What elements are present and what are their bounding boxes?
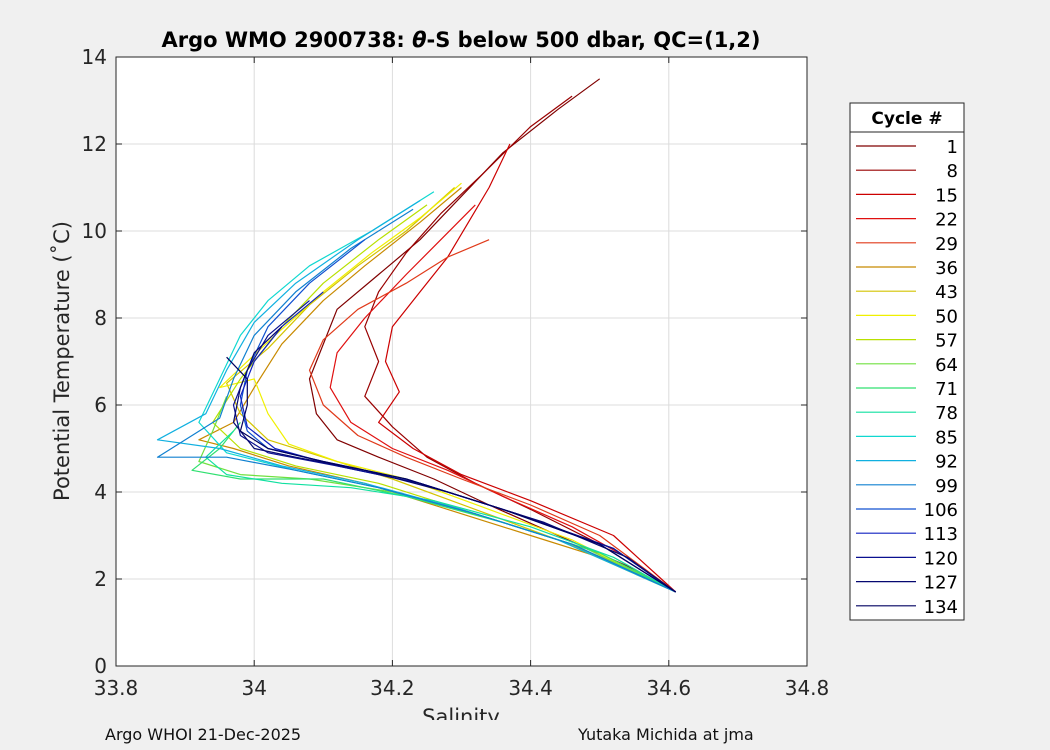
series-line-cycle-29 (308, 239, 677, 593)
legend-label-cycle-71: 71 (935, 379, 958, 400)
title-prefix: Argo WMO 2900738: (161, 28, 412, 52)
legend-items: 1 8 15 22 29 36 43 50 57 64 71 78 85 92 99 106 113 120 127… (856, 137, 958, 618)
theta-s-chart: 33.8 34 34.2 34.4 34.6 34.8 0 2 4 6 8 10 12 14 Argo W… (50, 28, 965, 720)
x-tick-label: 34.8 (785, 676, 830, 700)
legend-box (849, 102, 965, 621)
plot-area (116, 57, 807, 666)
x-axis-label: Salinity (422, 705, 500, 720)
series-line-cycle-78 (205, 430, 676, 593)
legend-label-cycle-15: 15 (935, 185, 958, 206)
legend-label-cycle-134: 134 (924, 597, 958, 618)
series-line-cycle-36 (198, 187, 676, 593)
legend-label-cycle-64: 64 (935, 355, 958, 376)
x-tick-label: 34 (241, 676, 266, 700)
x-tick-label: 33.8 (94, 676, 139, 700)
legend-label-cycle-8: 8 (947, 161, 958, 182)
legend-label-cycle-36: 36 (935, 258, 958, 279)
series-line-cycle-134 (226, 356, 677, 593)
legend-label-cycle-57: 57 (935, 331, 958, 352)
axes-box (115, 56, 808, 667)
y-tick-label: 10 (82, 219, 107, 243)
y-tick-label: 14 (82, 45, 107, 69)
series-line-cycle-92 (156, 200, 676, 593)
legend-label-cycle-120: 120 (924, 548, 958, 569)
y-tick-label: 0 (94, 654, 107, 678)
x-tick-label: 34.2 (370, 676, 415, 700)
footer-credit-left: Argo WHOI 21-Dec-2025 (105, 725, 302, 744)
legend-label-cycle-29: 29 (935, 234, 958, 255)
x-tick-label: 34.6 (647, 676, 692, 700)
series-layer (156, 78, 677, 593)
y-tick-label: 4 (94, 480, 107, 504)
footer-credit-right: Yutaka Michida at jma (578, 725, 754, 744)
legend-title: Cycle # (871, 109, 942, 129)
title-suffix: -S below 500 dbar, QC=(1,2) (427, 28, 761, 52)
legend-label-cycle-22: 22 (935, 210, 958, 231)
y-tick-label: 12 (82, 132, 107, 156)
legend-label-cycle-1: 1 (947, 137, 958, 158)
legend-label-cycle-106: 106 (924, 500, 958, 521)
legend-label-cycle-43: 43 (935, 282, 958, 303)
series-line-cycle-99 (156, 208, 676, 593)
y-axis-label: Potential Temperature (˚C) (50, 221, 74, 501)
legend-label-cycle-92: 92 (935, 452, 958, 473)
legend-label-cycle-99: 99 (935, 476, 958, 497)
series-line-cycle-43 (226, 187, 676, 593)
legend: Cycle # 18152229364350576471788592991061… (849, 102, 965, 621)
series-line-cycle-50 (219, 182, 676, 593)
y-tick-label: 8 (94, 306, 107, 330)
chart-title: Argo WMO 2900738: θ-S below 500 dbar, QC… (161, 28, 760, 52)
legend-label-cycle-85: 85 (935, 427, 958, 448)
ticks: 33.8 34 34.2 34.4 34.6 34.8 0 2 4 6 8 10 12 14 (82, 45, 830, 700)
legend-label-cycle-127: 127 (924, 573, 958, 594)
series-line-cycle-22 (329, 204, 677, 593)
series-line-cycle-15 (378, 143, 677, 593)
x-tick-label: 34.4 (508, 676, 553, 700)
legend-label-cycle-78: 78 (935, 403, 958, 424)
title-theta: θ (412, 28, 426, 52)
y-tick-label: 2 (94, 567, 107, 591)
legend-label-cycle-50: 50 (935, 306, 958, 327)
y-tick-label: 6 (94, 393, 107, 417)
legend-label-cycle-113: 113 (924, 524, 958, 545)
